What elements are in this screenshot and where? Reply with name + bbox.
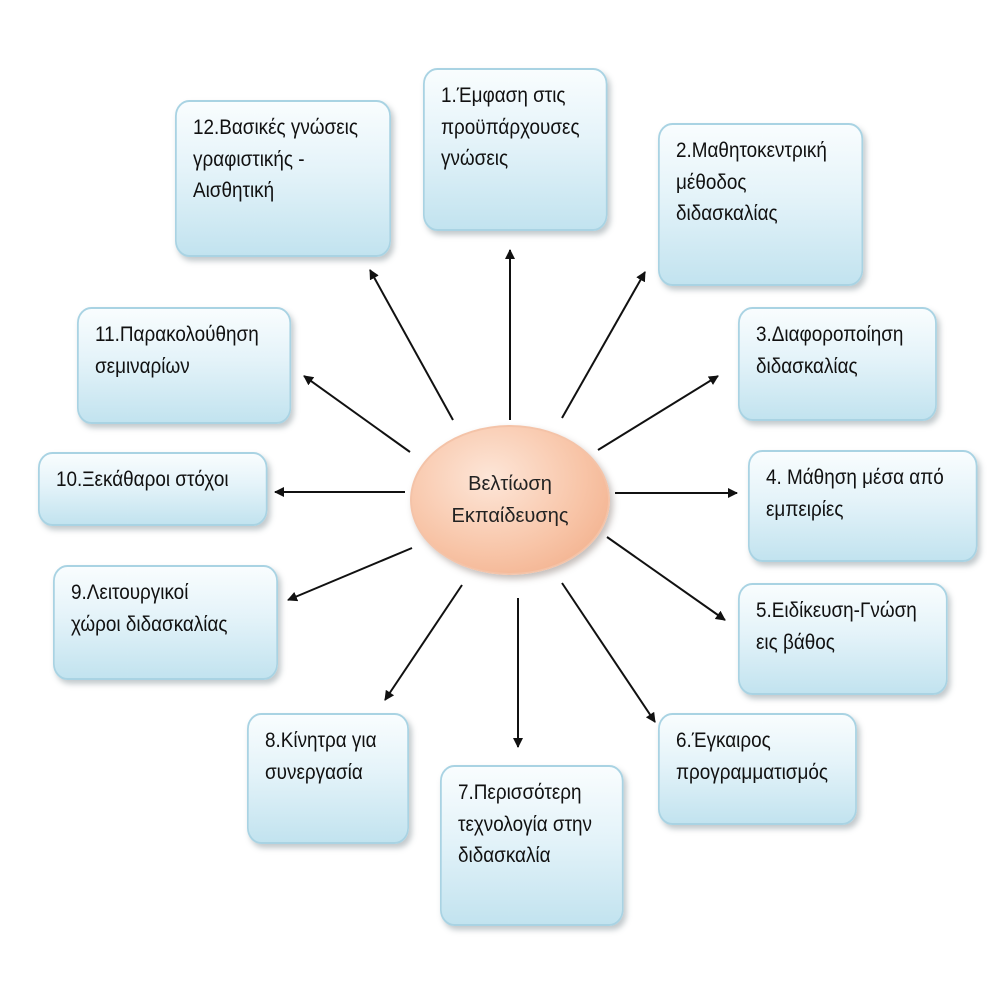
node-5: 5.Ειδίκευση-Γνώση εις βάθος xyxy=(738,583,948,695)
center-line-1: Βελτίωση xyxy=(468,473,552,495)
arrow-to-node-9 xyxy=(287,547,413,602)
node-4: 4. Μάθηση μέσα από εμπειρίες xyxy=(748,450,978,562)
node-1: 1.Έμφαση στις προϋπάρχουσες γνώσεις xyxy=(423,68,608,231)
node-9-line-2: χώροι διδασκαλίας xyxy=(71,612,228,636)
node-6-line-1: 6.Έγκαιρος xyxy=(676,729,771,752)
arrow-to-node-8 xyxy=(384,584,463,701)
arrow-to-node-3 xyxy=(597,375,719,451)
node-12-line-1: 12.Βασικές γνώσεις xyxy=(193,116,358,139)
node-5-line-1: 5.Ειδίκευση-Γνώση xyxy=(756,599,917,622)
node-2: 2.Μαθητοκεντρική μέθοδος διδασκαλίας xyxy=(658,123,864,286)
node-1-line-3: γνώσεις xyxy=(441,147,509,170)
node-7: 7.Περισσότερη τεχνολογία στην διδασκαλία xyxy=(440,765,624,926)
node-12-line-2: γραφιστικής - xyxy=(193,147,305,171)
node-1-line-1: 1.Έμφαση στις xyxy=(441,84,566,107)
node-4-line-2: εμπειρίες xyxy=(766,497,844,521)
node-11: 11.Παρακολούθηση σεμιναρίων xyxy=(77,307,292,424)
node-2-line-1: 2.Μαθητοκεντρική xyxy=(676,139,827,162)
node-6: 6.Έγκαιρος προγραμματισμός xyxy=(658,713,857,825)
arrow-to-node-6 xyxy=(561,582,656,723)
node-10: 10.Ξεκάθαροι στόχοι xyxy=(38,452,268,526)
center-node: Βελτίωση Εκπαίδευσης xyxy=(410,425,610,575)
arrow-to-node-2 xyxy=(561,271,646,419)
node-8-line-1: 8.Κίνητρα για xyxy=(265,729,377,752)
node-6-line-2: προγραμματισμός xyxy=(676,760,828,784)
node-10-line-1: 10.Ξεκάθαροι στόχοι xyxy=(56,468,229,491)
center-line-2: Εκπαίδευσης xyxy=(451,505,569,527)
arrow-to-node-11 xyxy=(303,375,411,453)
node-3: 3.Διαφοροποίηση διδασκαλίας xyxy=(738,307,937,421)
node-2-line-2: μέθοδος xyxy=(676,170,747,194)
node-5-line-2: εις βάθος xyxy=(756,630,835,654)
node-11-line-1: 11.Παρακολούθηση xyxy=(95,323,259,346)
node-11-line-2: σεμιναρίων xyxy=(95,354,190,378)
node-9-line-1: 9.Λειτουργικοί xyxy=(71,581,189,604)
arrow-to-node-5 xyxy=(606,536,726,621)
node-4-line-1: 4. Μάθηση μέσα από xyxy=(766,466,944,489)
node-8: 8.Κίνητρα για συνεργασία xyxy=(247,713,409,844)
node-1-line-2: προϋπάρχουσες xyxy=(441,115,580,139)
node-8-line-2: συνεργασία xyxy=(265,760,363,784)
node-7-line-2: τεχνολογία στην xyxy=(458,812,593,836)
node-7-line-1: 7.Περισσότερη xyxy=(458,781,582,804)
node-7-line-3: διδασκαλία xyxy=(458,844,551,867)
node-12-line-3: Αισθητική xyxy=(193,179,275,202)
node-3-line-2: διδασκαλίας xyxy=(756,354,858,378)
arrow-to-node-12 xyxy=(369,269,454,421)
node-3-line-1: 3.Διαφοροποίηση xyxy=(756,323,904,346)
node-9: 9.Λειτουργικοί χώροι διδασκαλίας xyxy=(53,565,278,680)
node-12: 12.Βασικές γνώσεις γραφιστικής - Αισθητι… xyxy=(175,100,391,257)
node-2-line-3: διδασκαλίας xyxy=(676,202,778,225)
